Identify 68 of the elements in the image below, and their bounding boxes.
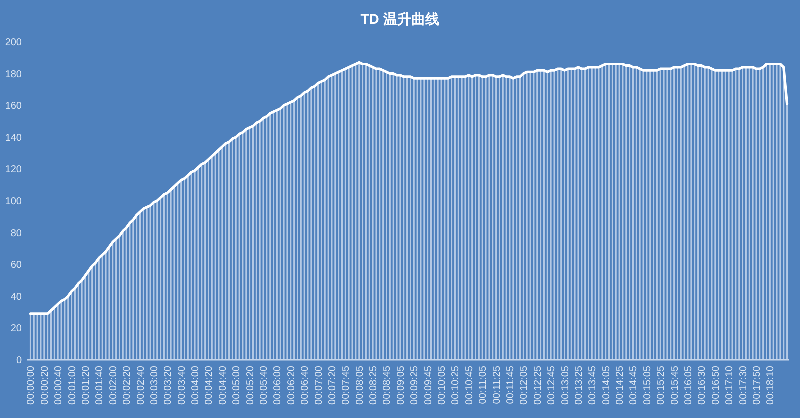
x-tick-label: 00:04:00	[190, 366, 202, 405]
x-tick-label: 00:00:20	[40, 366, 51, 405]
x-tick-label: 00:06:00	[272, 366, 284, 405]
x-tick-label: 00:12:25	[532, 366, 544, 405]
x-tick-label: 00:16:05	[684, 366, 695, 405]
x-tick-label: 00:11:45	[505, 366, 516, 404]
x-tick-label: 00:15:45	[670, 366, 681, 405]
chart-title: TD 温升曲线	[360, 11, 440, 27]
y-tick-label: 100	[5, 196, 22, 208]
x-tick-label: 00:16:30	[697, 366, 708, 405]
x-tick-label: 00:05:20	[245, 366, 256, 405]
x-tick-label: 00:15:25	[656, 366, 668, 405]
x-tick-label: 00:02:00	[108, 366, 120, 405]
x-tick-label: 00:07:20	[327, 366, 338, 405]
x-tick-label: 00:07:45	[341, 366, 352, 405]
x-tick-label: 00:03:40	[176, 366, 188, 405]
x-tick-label: 00:14:05	[601, 366, 612, 405]
x-tick-label: 00:14:45	[628, 366, 640, 405]
x-tick-label: 00:14:25	[615, 366, 626, 405]
x-tick-label: 00:06:20	[286, 366, 298, 405]
x-tick-label: 00:03:00	[149, 366, 160, 405]
x-tick-label: 00:05:00	[232, 366, 243, 405]
x-tick-label: 00:06:40	[300, 366, 312, 405]
x-tick-label: 00:09:05	[396, 366, 407, 405]
x-tick-label: 00:12:45	[546, 366, 558, 405]
y-tick-label: 160	[5, 101, 22, 112]
x-tick-label: 00:03:20	[163, 366, 174, 405]
y-tick-label: 60	[10, 260, 22, 272]
x-tick-label: 00:13:45	[588, 366, 599, 405]
y-tick-label: 80	[10, 228, 22, 240]
x-tick-label: 00:02:20	[122, 366, 134, 405]
x-tick-label: 00:02:40	[136, 366, 147, 405]
x-tick-label: 00:11:05	[478, 366, 490, 404]
y-tick-label: 20	[10, 324, 22, 335]
x-tick-label: 00:17:30	[738, 366, 750, 405]
x-tick-label: 00:09:25	[410, 366, 421, 405]
x-tick-label: 00:15:05	[642, 366, 654, 405]
y-tick-label: 180	[5, 69, 22, 80]
x-tick-label: 00:12:05	[519, 366, 530, 405]
x-tick-label: 00:00:00	[26, 366, 38, 405]
x-tick-label: 00:05:40	[259, 366, 270, 405]
y-tick-label: 200	[5, 38, 22, 48]
y-tick-label: 0	[16, 356, 22, 366]
x-tick-label: 00:17:50	[752, 366, 763, 405]
y-tick-label: 40	[10, 292, 22, 303]
x-tick-label: 00:10:45	[464, 366, 476, 405]
x-tick-label: 00:10:05	[437, 366, 448, 405]
x-tick-label: 00:17:10	[724, 366, 736, 405]
x-tick-label: 00:04:40	[218, 366, 229, 405]
x-tick-label: 00:10:25	[450, 366, 462, 405]
line-series	[29, 61, 789, 316]
x-tick-label: 00:16:50	[710, 366, 722, 405]
x-tick-label: 00:08:45	[382, 366, 394, 405]
x-tick-label: 00:09:45	[423, 366, 434, 405]
x-tick-label: 00:08:05	[354, 366, 366, 405]
x-tick-label: 00:01:00	[67, 366, 78, 405]
y-tick-label: 140	[5, 132, 22, 144]
x-tick-label: 00:18:10	[766, 366, 777, 405]
x-tick-label: 00:13:05	[560, 366, 572, 405]
x-tick-label: 00:08:25	[368, 366, 380, 405]
x-tick-label: 00:11:25	[492, 366, 503, 404]
x-tick-label: 00:13:25	[574, 366, 585, 405]
y-tick-label: 120	[5, 164, 22, 176]
x-tick-label: 00:07:00	[314, 366, 325, 405]
x-tick-label: 00:01:20	[80, 366, 92, 405]
x-tick-label: 00:00:40	[54, 366, 65, 405]
x-tick-label: 00:04:20	[204, 366, 216, 405]
x-tick-label: 00:01:40	[94, 366, 106, 405]
